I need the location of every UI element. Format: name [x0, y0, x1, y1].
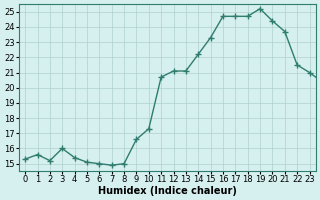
X-axis label: Humidex (Indice chaleur): Humidex (Indice chaleur) — [98, 186, 237, 196]
